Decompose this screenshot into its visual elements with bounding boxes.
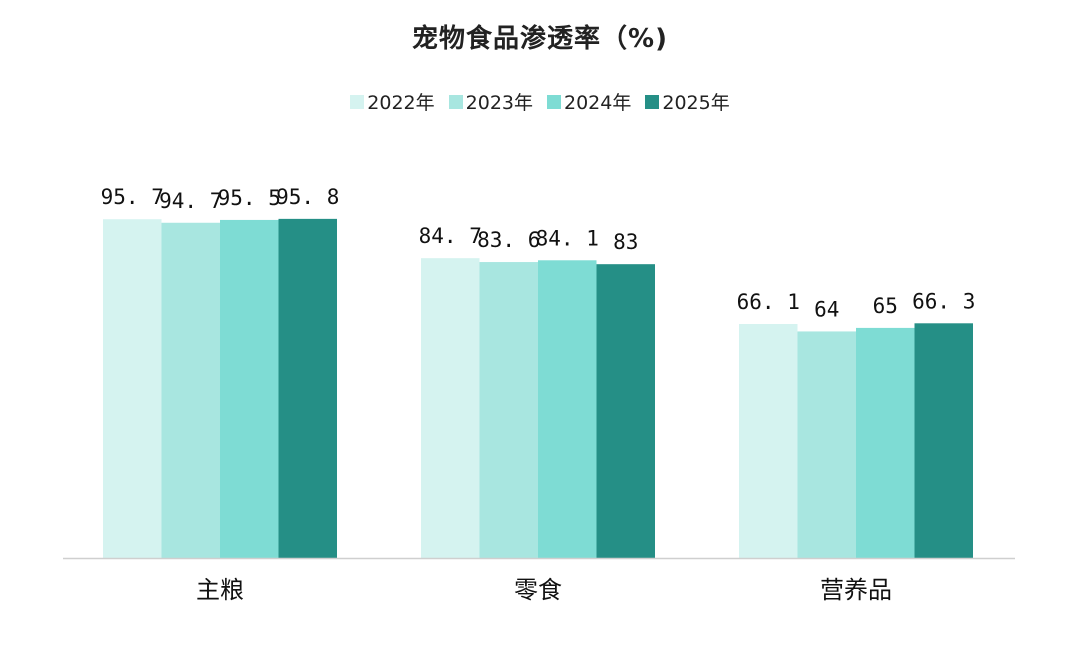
bar-主粮-2024年 xyxy=(220,219,279,558)
legend-label-2025: 2025年 xyxy=(662,92,730,114)
data-label-零食-2023年: 83. 6 xyxy=(477,228,540,252)
legend-label-2024: 2024年 xyxy=(564,92,632,114)
data-label-零食-2025年: 83 xyxy=(613,230,638,254)
category-label-主粮: 主粮 xyxy=(196,576,244,604)
legend-swatch-2022 xyxy=(350,94,365,109)
legend-item-2022: 2022年 xyxy=(350,88,435,115)
data-label-主粮-2023年: 94. 7 xyxy=(159,189,222,213)
data-label-营养品-2023年: 64 xyxy=(814,297,839,321)
bar-营养品-2025年 xyxy=(914,323,973,558)
data-label-零食-2024年: 84. 1 xyxy=(536,226,599,250)
data-label-营养品-2022年: 66. 1 xyxy=(737,290,800,314)
legend-label-2023: 2023年 xyxy=(465,92,533,114)
bar-主粮-2025年 xyxy=(278,218,337,559)
bar-零食-2024年 xyxy=(538,260,597,558)
legend-item-2024: 2024年 xyxy=(547,88,631,115)
data-label-主粮-2025年: 95. 8 xyxy=(276,185,339,209)
chart-title: 宠物食品渗透率（%) xyxy=(412,24,668,54)
bar-营养品-2024年 xyxy=(856,327,915,558)
bar-营养品-2023年 xyxy=(797,331,856,558)
data-label-主粮-2024年: 95. 5 xyxy=(218,186,281,210)
legend-item-2023: 2023年 xyxy=(448,88,533,115)
bar-零食-2023年 xyxy=(479,262,538,558)
bar-营养品-2022年 xyxy=(739,324,798,558)
legend: 2022年 2023年 2024年 2025年 xyxy=(0,88,1080,115)
legend-swatch-2025 xyxy=(645,94,660,109)
bar-主粮-2023年 xyxy=(161,222,220,558)
legend-swatch-2024 xyxy=(547,94,561,109)
data-label-营养品-2024年: 65 xyxy=(873,294,898,318)
bar-零食-2025年 xyxy=(596,264,655,558)
bar-零食-2022年 xyxy=(421,258,480,558)
legend-label-2022: 2022年 xyxy=(367,92,435,114)
category-label-零食: 零食 xyxy=(514,576,562,604)
data-label-零食-2022年: 84. 7 xyxy=(419,224,482,248)
legend-item-2025: 2025年 xyxy=(645,88,730,115)
category-label-营养品: 营养品 xyxy=(820,576,892,604)
data-label-营养品-2025年: 66. 3 xyxy=(912,289,975,313)
bar-主粮-2022年 xyxy=(103,219,162,559)
data-label-主粮-2022年: 95. 7 xyxy=(101,185,164,209)
legend-swatch-2023 xyxy=(448,94,463,109)
